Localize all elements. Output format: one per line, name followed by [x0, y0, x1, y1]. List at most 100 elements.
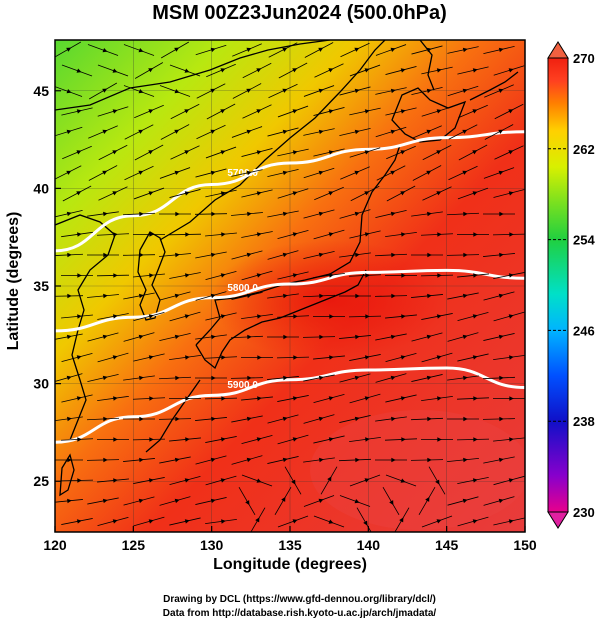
streamline-segment: [446, 212, 480, 216]
streamline-segment: [339, 415, 371, 423]
streamline-arrowhead: [139, 375, 144, 381]
streamline-segment: [320, 466, 338, 495]
streamline-arrowhead: [112, 355, 118, 360]
streamline-segment: [195, 44, 227, 56]
streamline-segment: [384, 438, 418, 441]
subtropical-area: [310, 410, 525, 530]
streamline-segment: [55, 165, 82, 180]
streamline-arrowhead: [112, 519, 118, 524]
streamline-segment: [97, 478, 129, 483]
streamline-segment: [98, 144, 128, 161]
streamline-arrowhead: [102, 498, 108, 504]
streamline-arrowhead: [355, 457, 360, 463]
streamline-segment: [494, 145, 524, 160]
streamline-segment: [349, 230, 381, 239]
streamline-segment: [493, 517, 525, 526]
streamline-arrowhead: [364, 232, 370, 237]
streamline-arrowhead: [462, 88, 468, 94]
streamline-arrowhead: [292, 519, 298, 524]
streamline-segment: [339, 86, 371, 96]
streamline-arrowhead: [149, 273, 154, 278]
streamline-arrowhead: [220, 68, 226, 73]
streamline-arrowhead: [139, 457, 144, 463]
streamline-segment: [376, 165, 406, 181]
streamline-segment: [412, 125, 442, 139]
streamline-segment: [421, 106, 453, 117]
streamline-arrowhead: [318, 498, 324, 504]
streamline-segment: [340, 166, 370, 180]
streamline-arrowhead: [174, 498, 180, 504]
streamline-arrowhead: [509, 232, 514, 237]
streamline-segment: [241, 434, 273, 445]
streamline-arrowhead: [327, 476, 332, 482]
streamline-arrowhead: [76, 150, 82, 155]
streamline-arrowhead: [498, 498, 504, 504]
streamline-segment: [385, 231, 417, 238]
streamline-segment: [313, 229, 345, 240]
streamline-arrowhead: [113, 437, 118, 442]
streamline-segment: [169, 189, 201, 198]
streamline-segment: [482, 418, 516, 420]
streamline-segment: [484, 84, 514, 98]
streamline-segment: [134, 62, 164, 79]
streamline-segment: [303, 85, 335, 97]
streamline-arrowhead: [220, 478, 226, 483]
streamline-segment: [339, 252, 371, 258]
streamline-arrowhead: [473, 437, 478, 442]
credit-drawing: Drawing by DCL (https://www.gfd-dennou.o…: [163, 594, 436, 605]
gridlines: [55, 40, 525, 532]
streamline-segment: [457, 187, 489, 200]
streamline-segment: [385, 474, 417, 487]
streamline-segment: [410, 417, 444, 421]
streamline-segment: [303, 251, 335, 259]
streamline-segment: [205, 189, 237, 198]
streamline-arrowhead: [246, 416, 252, 422]
streamline-segment: [88, 125, 118, 139]
streamline-arrowhead: [463, 457, 468, 463]
streamline-arrowhead: [425, 496, 430, 502]
streamline-segment: [62, 145, 92, 160]
streamline-arrowhead: [148, 191, 154, 196]
streamline-arrowhead: [364, 191, 370, 196]
streamline-segment: [448, 124, 478, 140]
streamline-arrowhead: [365, 437, 370, 442]
streamline-segment: [159, 85, 191, 97]
streamline-segment: [61, 314, 93, 319]
streamline-segment: [457, 477, 489, 484]
streamline-segment: [55, 333, 83, 340]
streamline-arrowhead: [436, 109, 442, 114]
streamline-segment: [302, 336, 336, 338]
streamline-arrowhead: [220, 150, 226, 155]
streamline-segment: [195, 334, 227, 340]
streamline-segment: [375, 87, 407, 95]
streamline-segment: [159, 291, 191, 301]
streamline-arrowhead: [318, 416, 324, 422]
streamline-segment: [267, 210, 299, 218]
streamline-arrowhead: [102, 47, 108, 53]
streamline-segment: [483, 167, 515, 179]
streamline-segment: [382, 486, 400, 516]
streamline-arrowhead: [364, 478, 370, 483]
coastlines: [55, 40, 519, 497]
streamline-arrowhead: [283, 293, 288, 299]
streamline-arrowhead: [318, 47, 324, 52]
streamline-arrowhead: [363, 520, 368, 526]
streamline-segment: [205, 518, 237, 525]
streamline-segment: [386, 185, 416, 202]
streamline-segment: [122, 212, 156, 216]
streamline-arrowhead: [318, 170, 324, 176]
streamline-arrowhead: [175, 416, 180, 422]
streamline-arrowhead: [508, 68, 514, 73]
streamline-arrowhead: [318, 211, 324, 217]
streamline-arrowhead: [437, 273, 442, 278]
streamline-arrowhead: [400, 478, 406, 483]
streamline-arrowhead: [364, 109, 370, 114]
streamline-segment: [314, 63, 344, 78]
streamline-segment: [339, 209, 371, 219]
streamline-segment: [422, 144, 452, 161]
streamline-arrowhead: [113, 273, 118, 278]
streamline-segment: [98, 186, 128, 201]
streamline-segment: [340, 42, 370, 58]
streamline-segment: [61, 352, 93, 363]
streamline-segment: [55, 499, 83, 503]
